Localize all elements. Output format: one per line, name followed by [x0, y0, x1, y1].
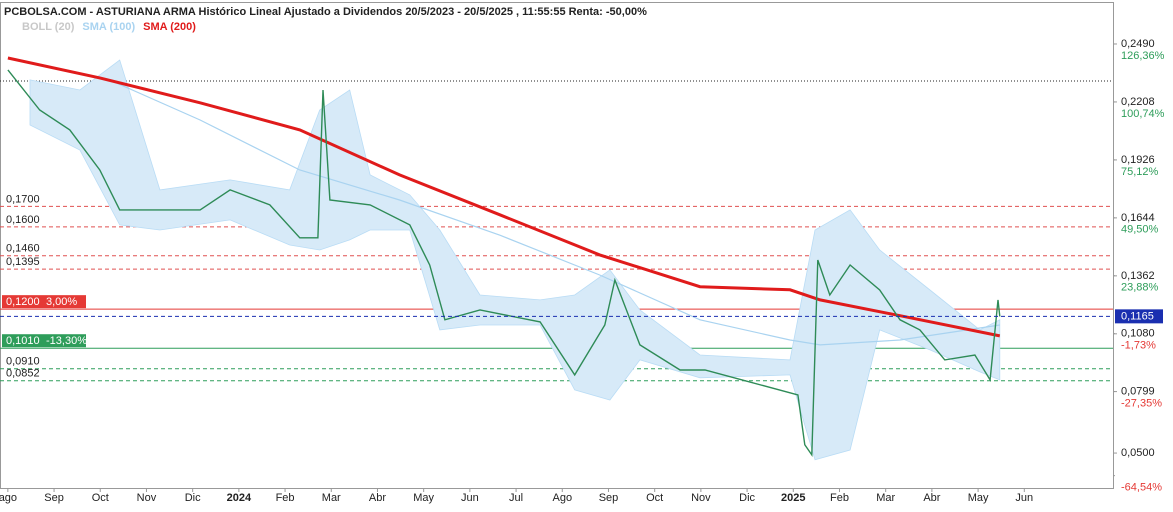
x-tick-label: Nov: [691, 492, 711, 504]
x-tick-label: Feb: [276, 492, 295, 504]
y2-tick-label: 100,74%: [1121, 108, 1165, 120]
x-tick-label: Nov: [137, 492, 157, 504]
x-tick-label: Dic: [185, 492, 201, 504]
level-label: 0,0910: [6, 356, 40, 368]
bollinger-band: [29, 59, 1001, 461]
current-price-box: [1115, 309, 1163, 324]
legend-entry: BOLL (20): [22, 21, 75, 33]
x-tick-label: ago: [0, 492, 17, 504]
level-label: 0,1600: [6, 214, 40, 226]
x-tick-label: Sep: [599, 492, 619, 504]
y2-tick-label: 49,50%: [1121, 224, 1159, 236]
sma-line: [7, 56, 1001, 338]
x-tick-label: Dic: [739, 492, 755, 504]
y2-tick-label: 75,12%: [1121, 166, 1159, 178]
x-tick-label: Mar: [322, 492, 341, 504]
y-tick-label: 0,2208: [1121, 96, 1155, 108]
sma-line: [109, 79, 1000, 346]
y2-tick-label: -1,73%: [1121, 340, 1156, 352]
x-tick-label: Jun: [461, 492, 479, 504]
y2-tick-label: -64,54%: [1121, 482, 1162, 494]
legend: BOLL (20) SMA (100) SMA (200): [22, 21, 196, 33]
level-label-box: [2, 334, 86, 348]
y-tick-label: 0,0799: [1121, 385, 1155, 397]
y2-tick-label: 23,88%: [1121, 282, 1159, 294]
x-tick-label: Abr: [369, 492, 386, 504]
chart-title: PCBOLSA.COM - ASTURIANA ARMA Histórico L…: [4, 6, 647, 18]
x-tick-label: 2024: [227, 492, 252, 504]
level-label: 0,1700: [6, 193, 40, 205]
level-note: -13,30%: [46, 335, 87, 347]
level-label: 0,1460: [6, 243, 40, 255]
x-tick-label: Jul: [509, 492, 523, 504]
y-tick-label: 0,0500: [1121, 447, 1155, 459]
level-label: 0,1395: [6, 256, 40, 268]
x-tick-label: 2025: [781, 492, 805, 504]
price-line: [7, 69, 1001, 458]
y2-tick-label: 126,36%: [1121, 50, 1165, 62]
x-tick-label: Jun: [1015, 492, 1033, 504]
y-tick-label: 0,1644: [1121, 212, 1155, 224]
level-label: 0,1200: [6, 296, 40, 308]
x-tick-label: Sep: [44, 492, 64, 504]
level-label-box: [2, 295, 86, 309]
x-tick-label: Mar: [876, 492, 895, 504]
x-tick-label: May: [413, 492, 434, 504]
x-tick-label: Feb: [830, 492, 849, 504]
plot-frame: [0, 2, 1114, 489]
legend-entry: SMA (200): [143, 21, 196, 33]
y-tick-label: 0,1362: [1121, 270, 1155, 282]
x-tick-label: Oct: [646, 492, 663, 504]
x-tick-label: Oct: [92, 492, 109, 504]
level-label: 0,0852: [6, 368, 40, 380]
legend-entry: SMA (100): [82, 21, 135, 33]
level-note: 3,00%: [46, 296, 77, 308]
x-tick-label: Abr: [923, 492, 940, 504]
y-tick-label: 0,1080: [1121, 328, 1155, 340]
y-tick-label: 0,2490: [1121, 38, 1155, 50]
x-tick-label: Ago: [552, 492, 572, 504]
current-price-label: 0,1165: [1121, 310, 1154, 322]
level-label: 0,1010: [6, 335, 40, 347]
y-tick-label: 0,1926: [1121, 154, 1155, 166]
x-tick-label: May: [968, 492, 989, 504]
y2-tick-label: -27,35%: [1121, 397, 1162, 409]
